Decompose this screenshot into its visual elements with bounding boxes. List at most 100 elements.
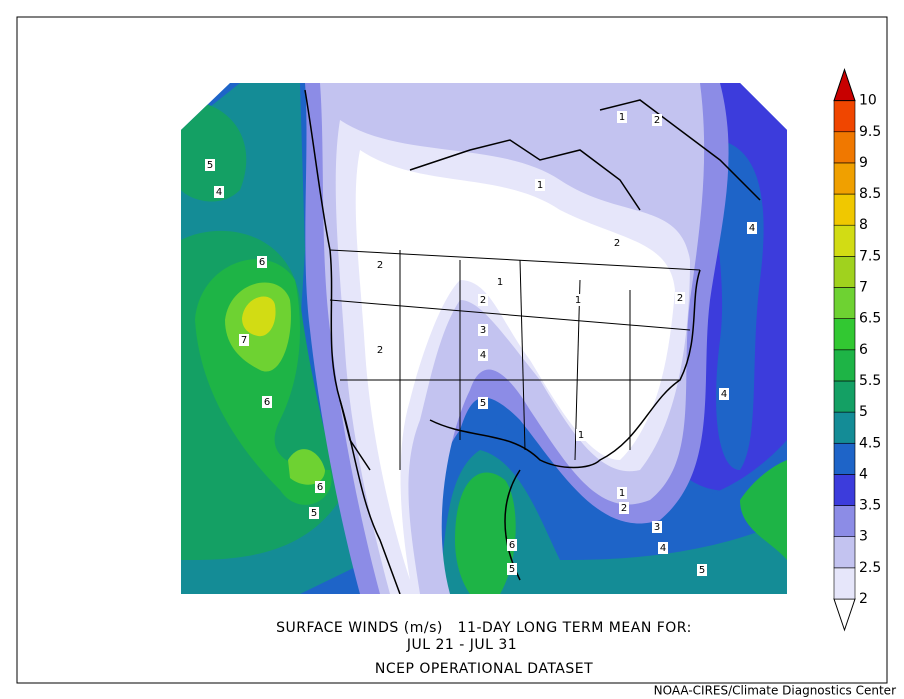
caribbean-field (740, 460, 787, 560)
colorbar-under (833, 598, 856, 632)
pacific-field (242, 296, 276, 337)
colorbar-band (833, 318, 856, 351)
colorbar-label: 4 (859, 466, 868, 482)
colorbar-band (833, 505, 856, 537)
colorbar-band (833, 567, 856, 600)
contour-label-bg (478, 294, 488, 306)
coastlines (304, 89, 761, 594)
title-line: SURFACE WINDS (m/s) 11-DAY LONG TERM MEA… (276, 620, 692, 636)
contour-label-bg (675, 292, 685, 304)
contour-label: 4 (216, 187, 222, 198)
contour-label-bg (747, 222, 757, 234)
colorbar-label: 6.5 (859, 311, 881, 327)
contour-label: 1 (578, 430, 584, 441)
colorbar-over (833, 68, 856, 102)
colorbar-label: 8 (859, 217, 868, 233)
contour-label: 6 (509, 540, 515, 551)
contour-label: 5 (509, 564, 515, 575)
contour-label: 4 (660, 543, 666, 554)
colorbar-label: 4.5 (859, 435, 881, 451)
colorbar-label: 7.5 (859, 248, 881, 264)
colorbar-band (833, 380, 856, 413)
contour-label: 4 (480, 350, 486, 361)
colorbar-label: 10 (859, 93, 877, 109)
contour-label: 6 (264, 397, 270, 408)
contour-label-bg (478, 324, 488, 336)
pacific-field (288, 449, 325, 485)
contour-label: 1 (497, 277, 503, 288)
colorbar-label: 2.5 (859, 560, 881, 576)
credit: NOAA-CIRES/Climate Diagnostics Center (654, 684, 896, 698)
frame (16, 16, 888, 684)
colorbar-band (833, 193, 856, 226)
contour-label: 5 (207, 160, 213, 171)
contour-label-bg (507, 563, 517, 575)
contour-label-bg (658, 542, 668, 554)
contour-label: 3 (654, 522, 660, 533)
contour-label-bg (507, 539, 517, 551)
colorbar-band (833, 287, 856, 319)
contour-label-bg (262, 396, 272, 408)
contour-label-bg (205, 159, 215, 171)
contour-label: 2 (621, 503, 627, 514)
contour-label-bg (535, 179, 545, 191)
colorbar-band (833, 131, 856, 164)
contour-label: 1 (575, 295, 581, 306)
colorbar-label: 5 (859, 404, 868, 420)
colorbar-band (833, 442, 856, 475)
title-line: NCEP OPERATIONAL DATASET (375, 661, 593, 677)
colorbar-label: 6 (859, 342, 868, 358)
contour-label: 6 (259, 257, 265, 268)
colorbar-band (833, 224, 856, 257)
colorbar-label: 2 (859, 591, 868, 607)
colorbar-label: 3.5 (859, 498, 881, 514)
colorbar-label: 9.5 (859, 124, 881, 140)
colorbar-label: 9 (859, 155, 868, 171)
contour-label-bg (652, 114, 662, 126)
contour-label: 1 (619, 488, 625, 499)
contour-label-bg (309, 507, 319, 519)
contour-label: 2 (377, 345, 383, 356)
colorbar-band (833, 411, 856, 444)
contour-label: 4 (721, 389, 727, 400)
contour-label: 5 (699, 565, 705, 576)
contour-label: 2 (677, 293, 683, 304)
contour-label-bg (315, 481, 325, 493)
colorbar-label: 7 (859, 280, 868, 296)
contour-label-bg (617, 111, 627, 123)
contour-label-bg (478, 349, 488, 361)
contour-label-bg (375, 344, 385, 356)
colorbar-band (833, 474, 856, 506)
colorbar-label: 3 (859, 529, 868, 545)
colorbar-band (833, 536, 856, 569)
contour-label-bg (697, 564, 707, 576)
colorbar-label: 5.5 (859, 373, 881, 389)
contour-label-bg (617, 487, 627, 499)
contour-label-bg (612, 237, 622, 249)
colorbar-band (833, 349, 856, 382)
contour-label-bg (239, 334, 249, 346)
contour-label: 2 (614, 238, 620, 249)
colorbar-band (833, 162, 856, 195)
contour-label: 1 (537, 180, 543, 191)
colorbar: 2 2.5 3 3.5 4 4.5 5 5.5 6 6.5 7 7.5 8 8.5 9 9.5 10 (833, 68, 881, 632)
contour-label-bg (652, 521, 662, 533)
colorbar-label: 8.5 (859, 186, 881, 202)
colorbar-band (833, 100, 856, 133)
contour-label-bg (619, 502, 629, 514)
borders (329, 249, 701, 470)
gulf-field (440, 450, 787, 594)
contour-label: 2 (654, 115, 660, 126)
contour-label: 5 (480, 398, 486, 409)
contour-label: 5 (311, 508, 317, 519)
contour-label-bg (495, 276, 505, 288)
contour-label-bg (576, 429, 586, 441)
contour-label-bg (214, 186, 224, 198)
contour-label: 6 (317, 482, 323, 493)
contour-label-bg (375, 259, 385, 271)
land-field (355, 150, 675, 580)
contour-label-bg (719, 388, 729, 400)
contour-label: 2 (480, 295, 486, 306)
